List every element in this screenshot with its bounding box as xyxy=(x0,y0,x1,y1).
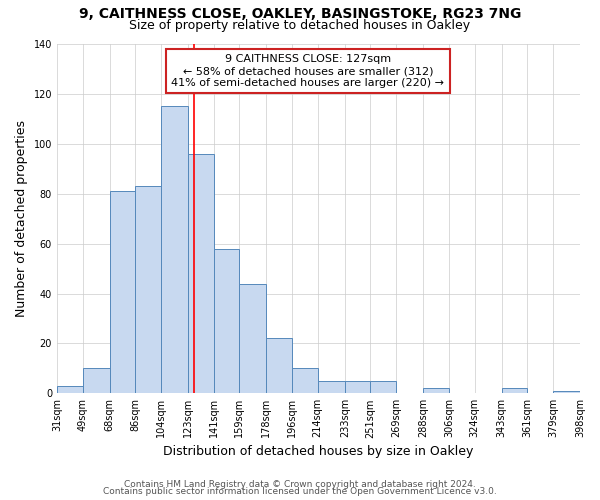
Bar xyxy=(188,154,214,394)
Bar xyxy=(57,386,83,394)
Bar xyxy=(136,186,161,394)
X-axis label: Distribution of detached houses by size in Oakley: Distribution of detached houses by size … xyxy=(163,444,473,458)
Bar xyxy=(83,368,110,394)
Bar xyxy=(345,381,370,394)
Bar xyxy=(292,368,318,394)
Bar xyxy=(266,338,292,394)
Bar xyxy=(214,248,239,394)
Bar xyxy=(553,391,580,394)
Text: Contains HM Land Registry data © Crown copyright and database right 2024.: Contains HM Land Registry data © Crown c… xyxy=(124,480,476,489)
Text: 9, CAITHNESS CLOSE, OAKLEY, BASINGSTOKE, RG23 7NG: 9, CAITHNESS CLOSE, OAKLEY, BASINGSTOKE,… xyxy=(79,8,521,22)
Text: 9 CAITHNESS CLOSE: 127sqm
← 58% of detached houses are smaller (312)
41% of semi: 9 CAITHNESS CLOSE: 127sqm ← 58% of detac… xyxy=(172,54,445,88)
Bar xyxy=(370,381,396,394)
Bar xyxy=(423,388,449,394)
Bar xyxy=(239,284,266,394)
Bar xyxy=(110,191,136,394)
Bar xyxy=(161,106,188,394)
Bar xyxy=(502,388,527,394)
Bar xyxy=(318,381,345,394)
Text: Contains public sector information licensed under the Open Government Licence v3: Contains public sector information licen… xyxy=(103,487,497,496)
Text: Size of property relative to detached houses in Oakley: Size of property relative to detached ho… xyxy=(130,18,470,32)
Y-axis label: Number of detached properties: Number of detached properties xyxy=(15,120,28,317)
